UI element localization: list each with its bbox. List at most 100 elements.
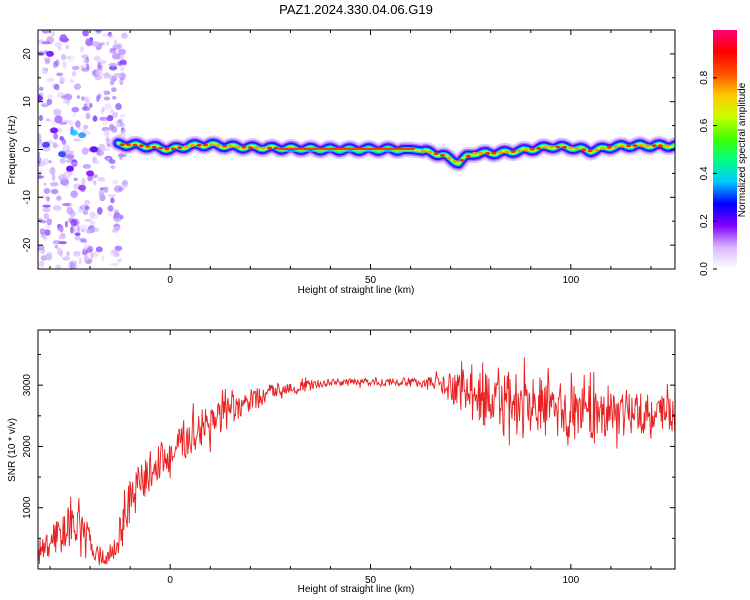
noise-blob (107, 212, 112, 218)
noise-blob (46, 77, 55, 83)
noise-blob (82, 164, 92, 169)
noise-blob (60, 95, 68, 99)
noise-blob (96, 149, 104, 157)
ridge-core (177, 146, 183, 150)
snr-panel: 0 50 100 1000 2000 3000 Height of straight li… (7, 329, 676, 595)
noise-blob (38, 138, 43, 145)
noise-blob (72, 70, 77, 76)
noise-blob (65, 159, 74, 163)
noise-blob (38, 133, 42, 140)
ridge-core (523, 148, 529, 152)
noise-blob (71, 65, 80, 71)
noise-blob (117, 118, 123, 124)
noise-blob (109, 74, 115, 82)
noise-blob (97, 64, 103, 71)
noise-blob (80, 228, 86, 233)
noise-blob (101, 147, 111, 151)
noise-blob (74, 235, 81, 241)
noise-blob (54, 42, 62, 47)
noise-blob (113, 72, 122, 78)
ridge-core (613, 145, 619, 149)
noise-blob (43, 57, 51, 62)
snr-y-label: SNR (10 * v/v) (7, 418, 18, 482)
snr-x-label: Height of straight line (km) (298, 584, 415, 595)
noise-blob (108, 62, 118, 67)
y-tick-label: 0 (22, 146, 33, 152)
ridge-core (536, 146, 542, 150)
ridge-core (132, 143, 138, 147)
colorbar-label: Normalized spectral amplitude (737, 82, 748, 217)
ridge-core (568, 146, 574, 149)
noise-blob (108, 159, 116, 165)
noise-blob (85, 228, 92, 234)
noise-blob (81, 106, 91, 112)
ridge-core (215, 144, 221, 147)
ridge-core (581, 148, 587, 152)
noise-blob (66, 207, 74, 215)
noise-blob (49, 167, 56, 175)
noise-blob (78, 184, 87, 191)
noise-blob (41, 67, 48, 75)
noise-blob (81, 177, 86, 186)
noise-blob (86, 170, 95, 177)
ridge-core (465, 154, 471, 158)
noise-blob (101, 106, 106, 112)
noise-blob (82, 210, 89, 215)
ridge-core (504, 150, 510, 154)
noise-blob (66, 250, 70, 257)
noise-blob (38, 156, 42, 164)
ridge-core (472, 151, 478, 155)
noise-blob (45, 59, 50, 65)
noise-blob (80, 65, 85, 69)
noise-blob (55, 87, 60, 91)
noise-blob (71, 106, 80, 113)
noise-blob (70, 190, 78, 198)
y-tick-label: 3000 (22, 374, 33, 397)
noise-blob (73, 177, 78, 181)
ridge-core (625, 144, 632, 148)
y-tick-label: 2000 (22, 435, 33, 458)
noise-blob (56, 247, 62, 256)
noise-blob (54, 245, 59, 249)
noise-blob (73, 138, 82, 142)
ridge-core (638, 144, 644, 148)
ridge-core (260, 146, 266, 150)
noise-blob (92, 174, 98, 179)
spectrogram-y-label: Frequency (Hz) (7, 116, 18, 185)
noise-blob (97, 177, 106, 182)
noise-blob (42, 204, 51, 208)
noise-blob (99, 42, 105, 46)
noise-blob (52, 205, 62, 211)
noise-blob (97, 61, 102, 69)
noise-blob (82, 59, 88, 63)
noise-blob (121, 179, 128, 186)
noise-blob (86, 63, 90, 70)
noise-blob (53, 133, 59, 140)
noise-blob (109, 109, 114, 113)
noise-blob (119, 122, 126, 127)
x-tick-label: 0 (167, 275, 173, 286)
noise-blob (91, 70, 95, 78)
noise-blob (101, 254, 105, 262)
noise-blob (62, 97, 71, 104)
noise-blob (53, 61, 58, 68)
noise-blob (111, 229, 119, 233)
ridge-core (196, 143, 202, 147)
noise-blob (38, 151, 41, 157)
y-tick-label: -10 (22, 190, 33, 205)
y-tick-label: 1000 (22, 496, 33, 519)
noise-blob (79, 46, 84, 53)
noise-blob (92, 115, 98, 122)
x-tick-label: 100 (562, 275, 579, 286)
noise-blob (52, 109, 61, 114)
noise-blob (97, 207, 103, 215)
ridge-core (664, 144, 670, 148)
ridge-core (645, 144, 651, 148)
spectrogram-panel: 0 50 100 -20 -10 0 10 20 Height of straight lin… (7, 29, 676, 296)
noise-blob (42, 207, 51, 213)
noise-blob (69, 150, 74, 155)
noise-blob (103, 96, 111, 101)
noise-blob (95, 30, 103, 34)
colorbar-ticks: 0.0 0.2 0.4 0.6 0.8 (699, 70, 717, 276)
noise-blob (47, 94, 53, 99)
